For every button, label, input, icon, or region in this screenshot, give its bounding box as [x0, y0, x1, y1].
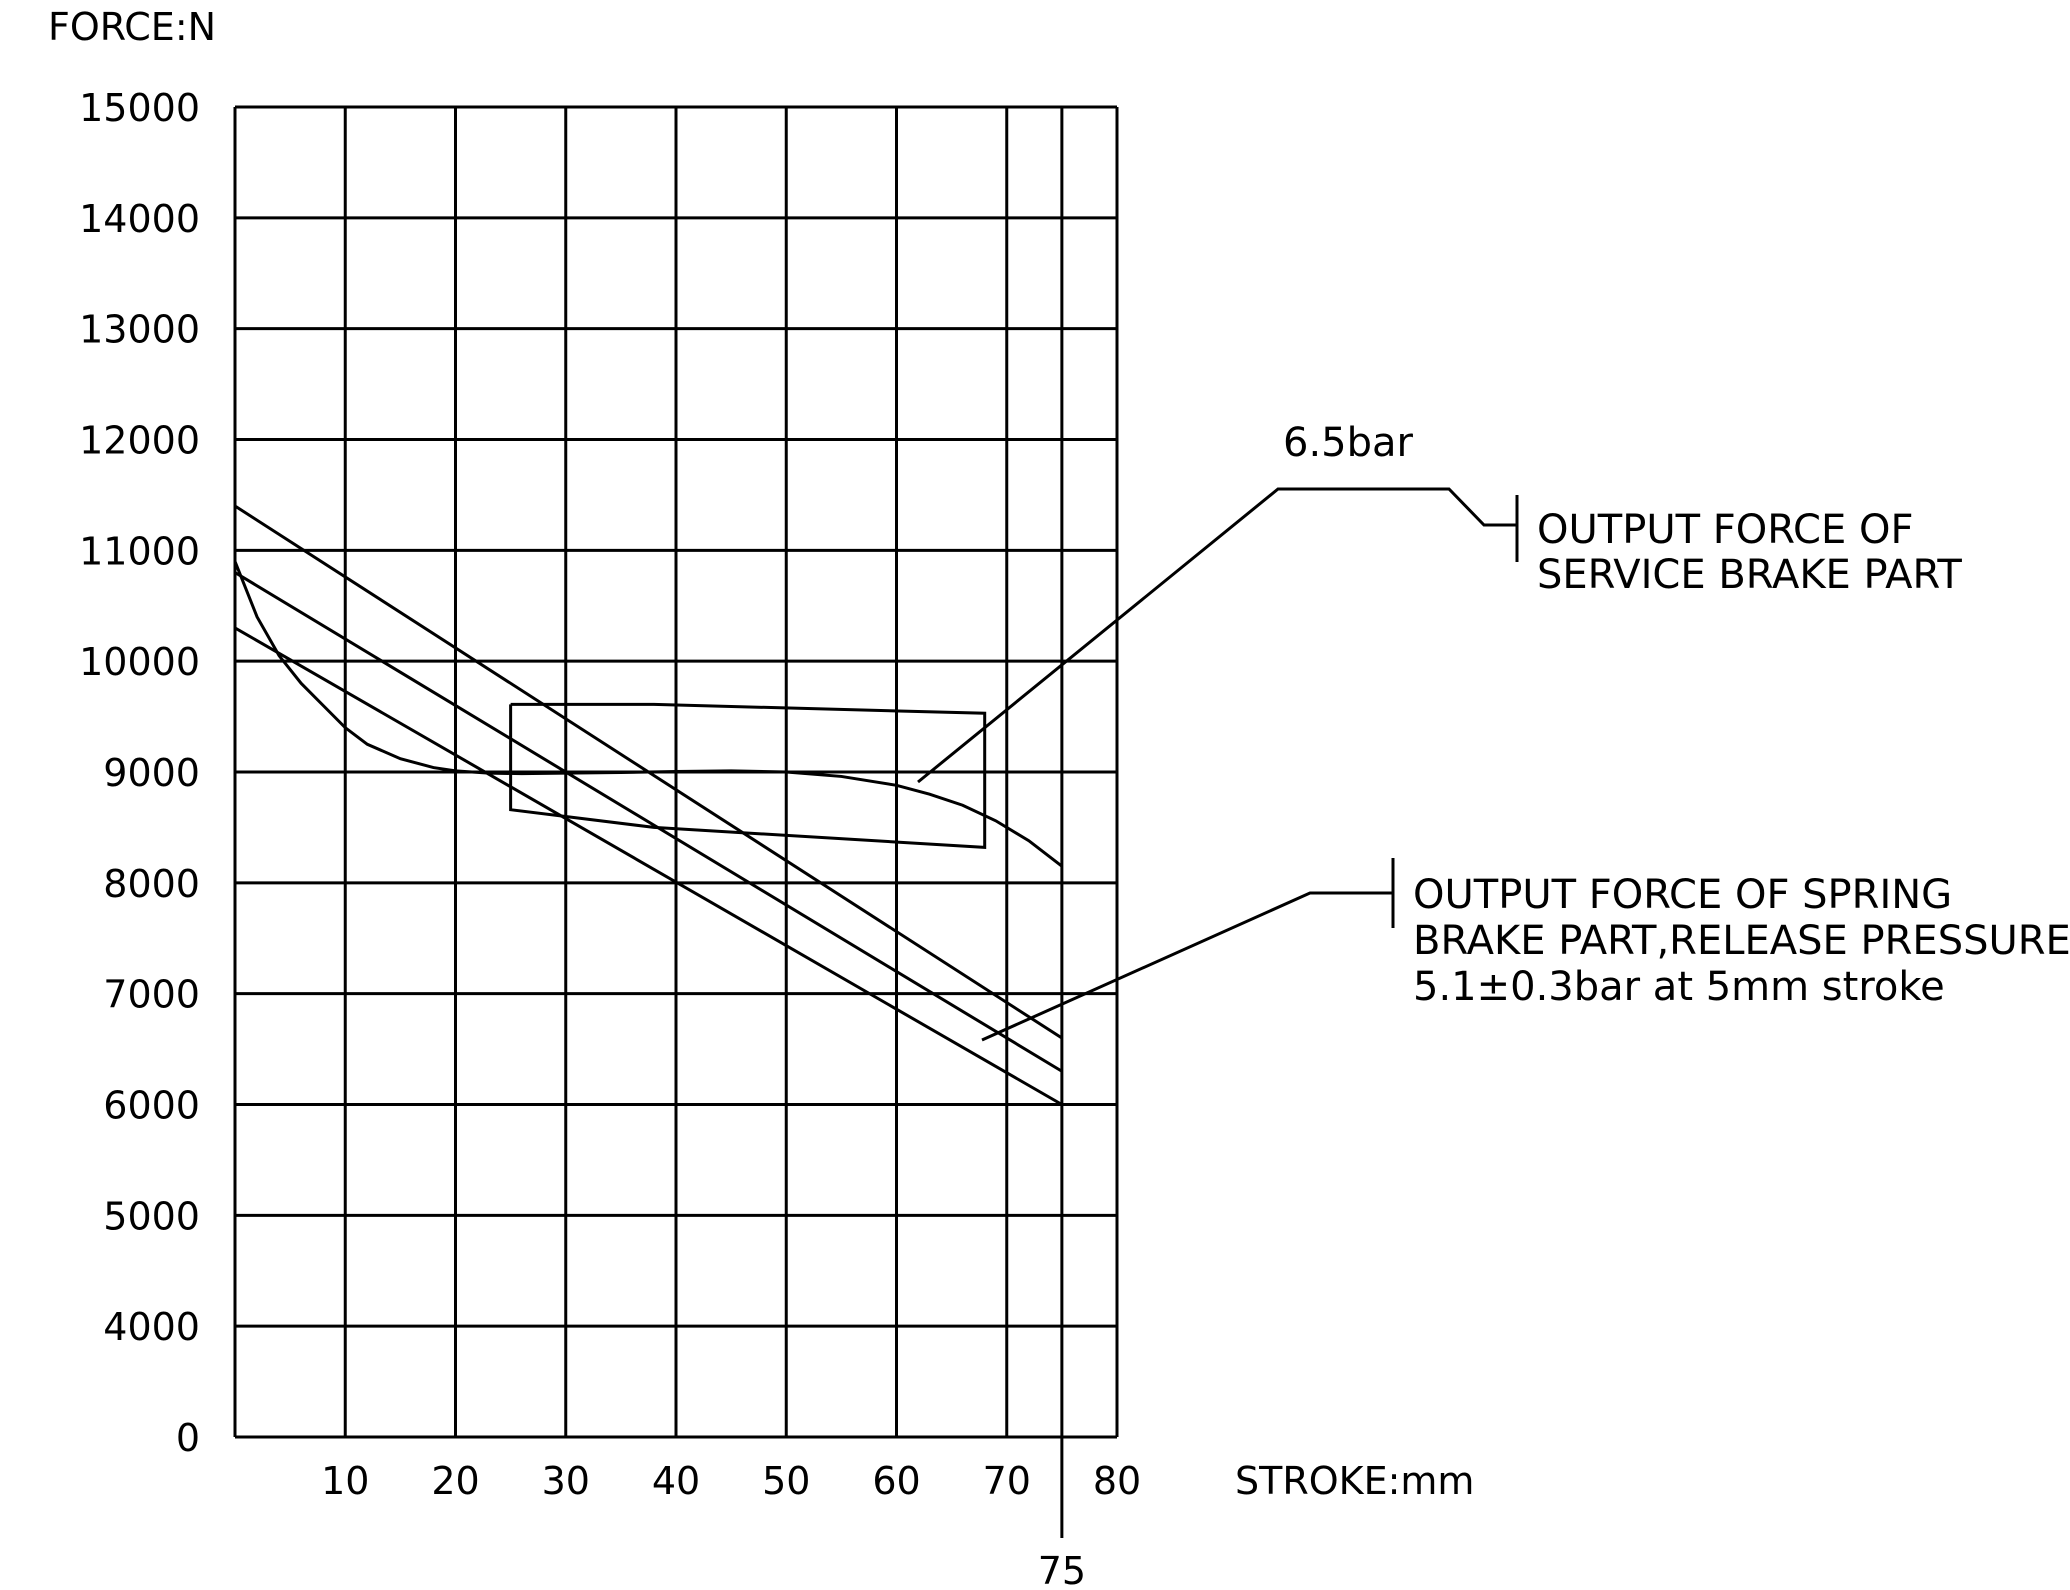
y-tick-label: 10000: [79, 640, 200, 684]
service-leader-line: [917, 487, 1517, 784]
spring-label-line-1: OUTPUT FORCE OF SPRING: [1413, 872, 1952, 918]
spring-label-line-2: BRAKE PART,RELEASE PRESSURE: [1413, 918, 2070, 964]
y-tick-label: 15000: [79, 86, 200, 130]
y-tick-label: 5000: [103, 1194, 200, 1238]
y-axis-label: FORCE:N: [48, 5, 216, 49]
service-label-line-1: OUTPUT FORCE OF: [1537, 507, 1913, 553]
marker-label: 75: [1038, 1549, 1086, 1590]
spring-leader-line: [981, 891, 1393, 1042]
x-tick-label: 50: [762, 1459, 810, 1503]
service-label-line-2: SERVICE BRAKE PART: [1537, 552, 1962, 598]
tolerance-box: [509, 702, 987, 849]
service-brake-annotation: [917, 487, 1519, 784]
x-tick-label: 20: [431, 1459, 479, 1503]
curves: [233, 504, 1063, 1106]
series-spring_mid: [234, 571, 1063, 1073]
x-tick-label: 80: [1093, 1459, 1141, 1503]
y-tick-label: 12000: [79, 419, 200, 463]
y-tick-label: 9000: [103, 751, 200, 795]
x-axis-label: STROKE:mm: [1235, 1459, 1474, 1503]
y-tick-label: 4000: [103, 1305, 200, 1349]
service-pressure-label: 6.5bar: [1283, 420, 1414, 466]
series-service_6_5bar: [233, 560, 1063, 868]
x-tick-label: 60: [872, 1459, 920, 1503]
y-tick-label: 6000: [103, 1084, 200, 1128]
spring-label-line-3: 5.1±0.3bar at 5mm stroke: [1413, 964, 1945, 1010]
x-tick-label: 70: [983, 1459, 1031, 1503]
series-spring_lower: [234, 626, 1063, 1106]
y-tick-label: 14000: [79, 197, 200, 241]
y-tick-label: 8000: [103, 862, 200, 906]
x-tick-label: 40: [652, 1459, 700, 1503]
x-tick-label: 30: [542, 1459, 590, 1503]
y-tick-label: 13000: [79, 308, 200, 352]
grid: [233, 105, 1119, 1538]
y-tick-label: 0: [176, 1416, 200, 1460]
tick-labels: 75 10 20 30 40 50 60 70 80 0 4000 5000 6000 7000 8000 9…: [79, 86, 1141, 1590]
spring-brake-annotation: [981, 858, 1395, 1042]
y-tick-label: 7000: [103, 973, 200, 1017]
x-tick-label: 10: [321, 1459, 369, 1503]
y-tick-label: 11000: [79, 529, 200, 573]
